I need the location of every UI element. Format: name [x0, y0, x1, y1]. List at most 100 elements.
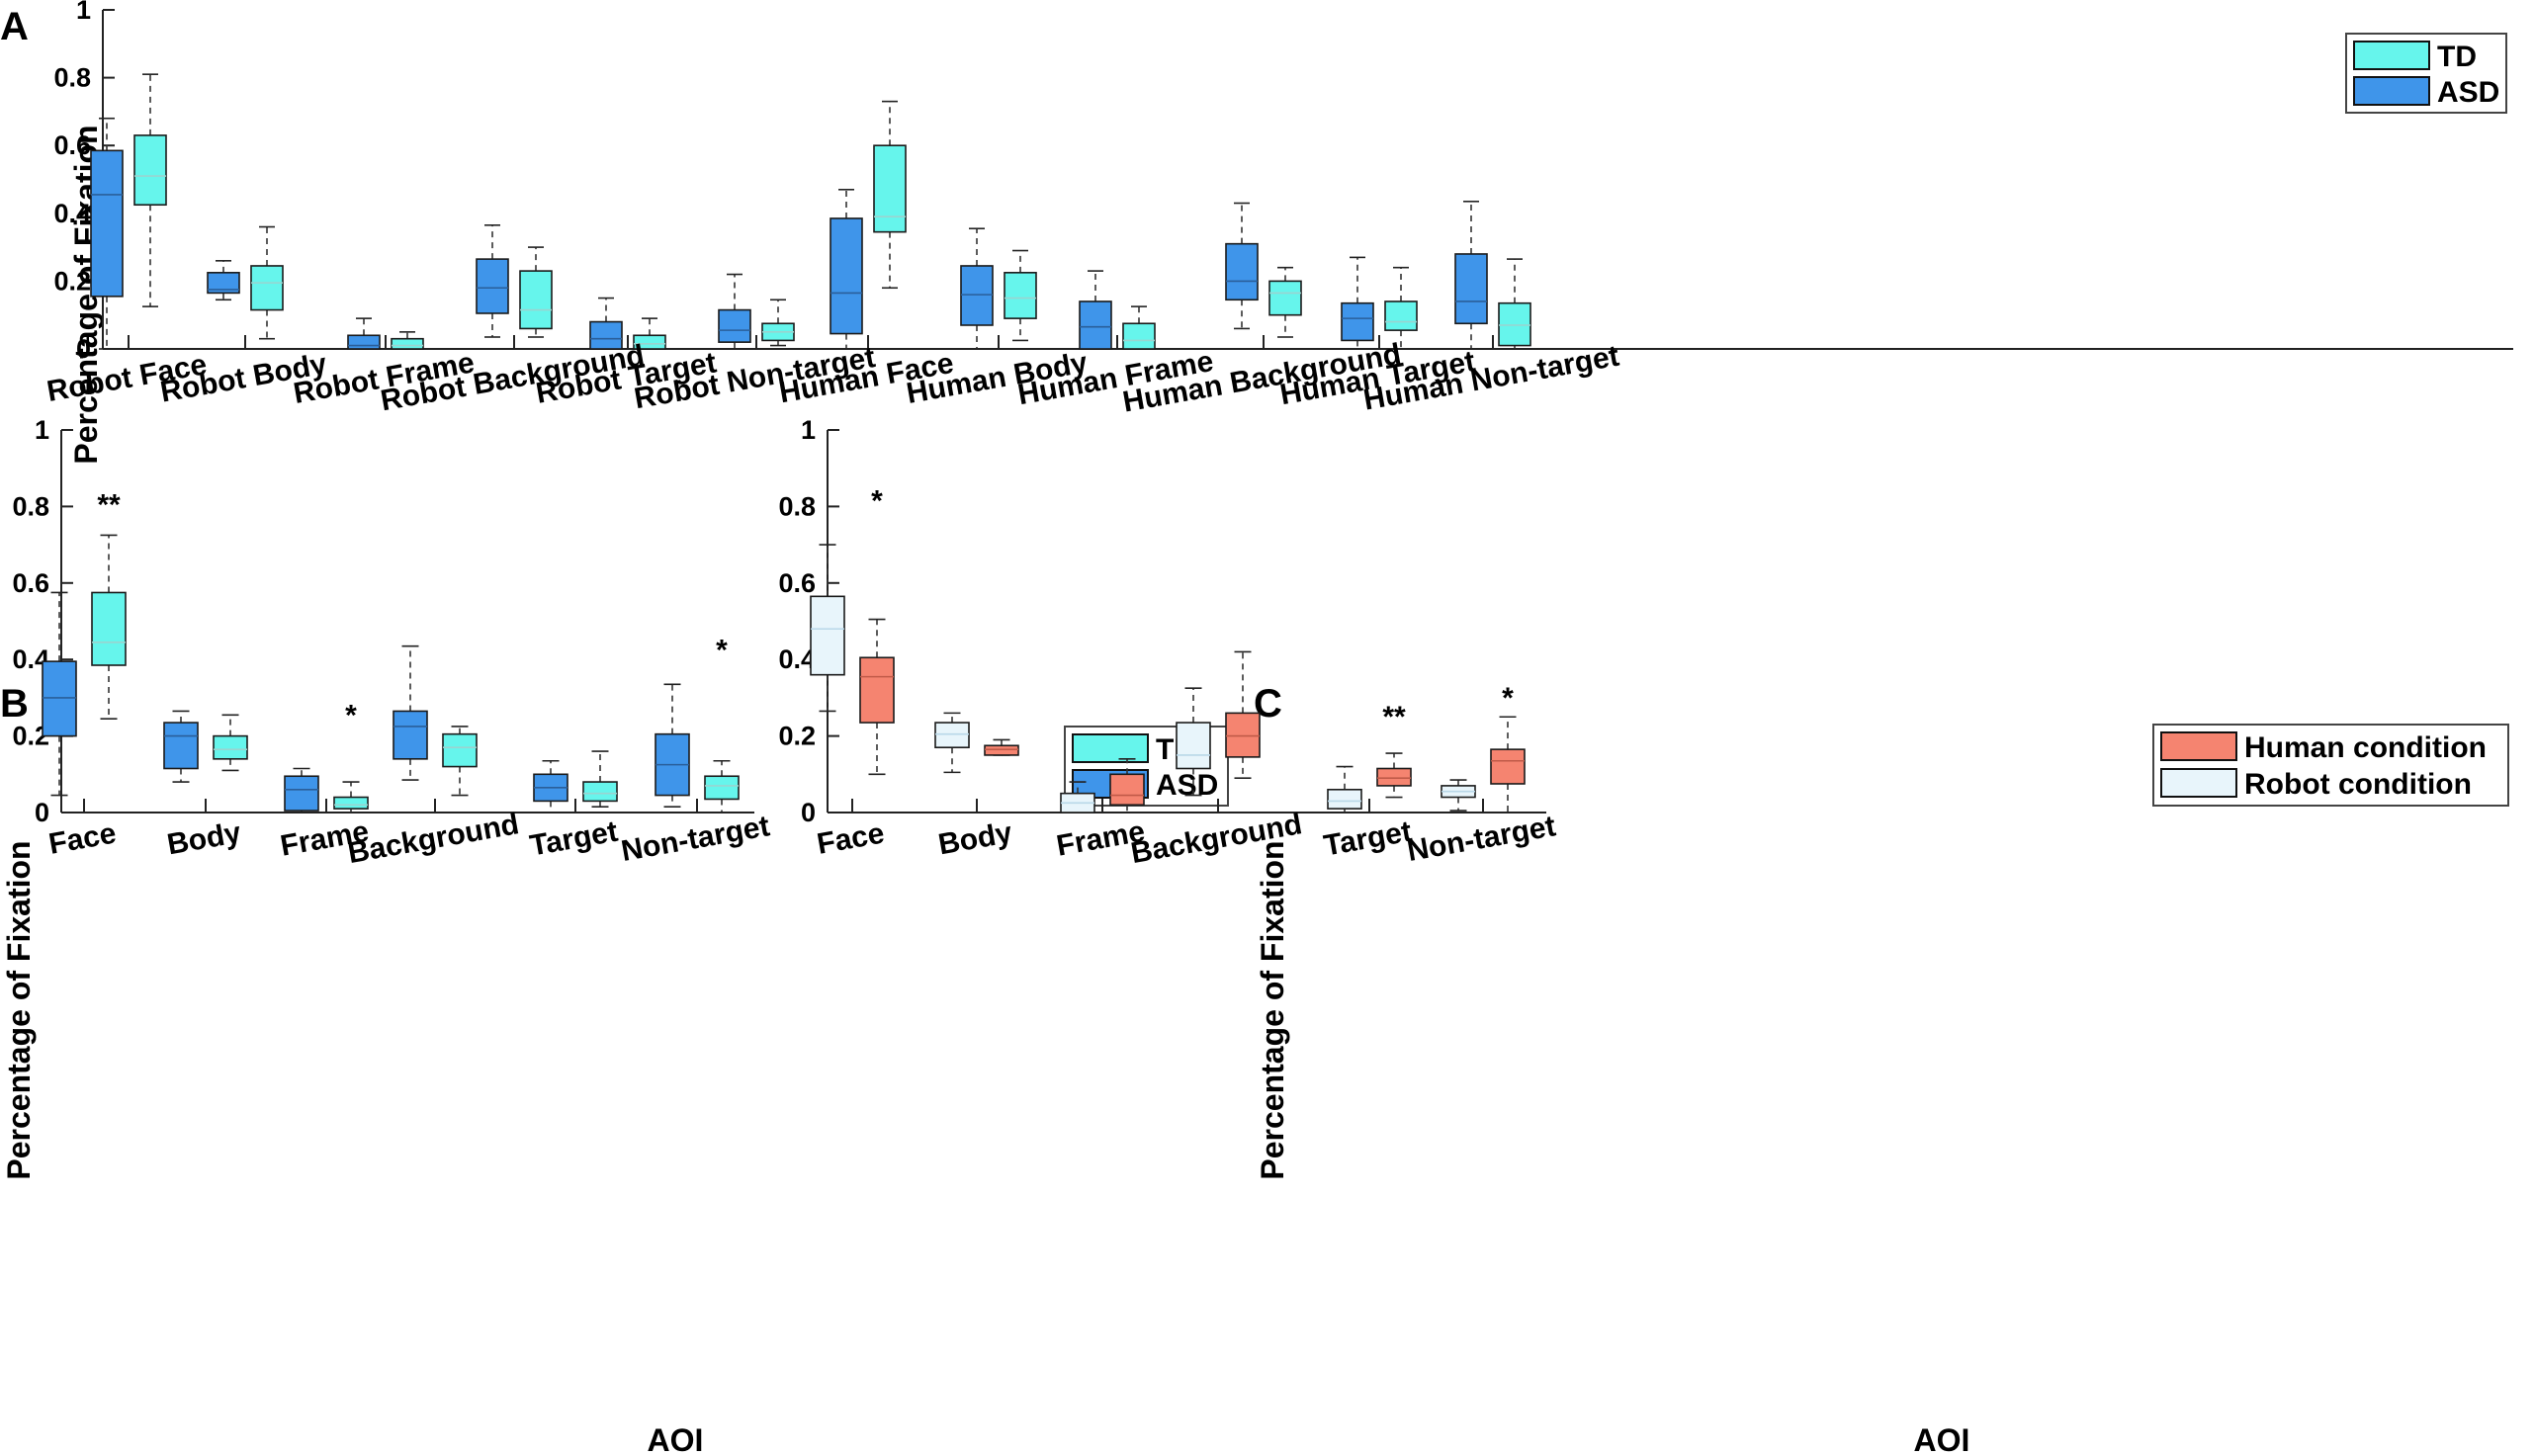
box-td — [391, 331, 424, 350]
box-robot-condition — [1060, 781, 1095, 814]
y-tick-label-a: 0.4 — [53, 199, 91, 228]
box-iqr — [442, 732, 478, 768]
box-iqr — [1268, 280, 1302, 316]
box-robot-condition — [1441, 779, 1476, 812]
box-td — [250, 225, 284, 340]
box-asd — [1341, 256, 1374, 350]
box-asd — [1225, 202, 1259, 330]
box-asd — [830, 188, 863, 350]
box-asd — [347, 317, 381, 350]
box-iqr — [133, 134, 167, 207]
box-iqr — [1498, 301, 1531, 347]
box-asd — [284, 767, 319, 814]
box-iqr — [90, 149, 124, 298]
category-label: Body — [936, 816, 1015, 862]
box-iqr — [476, 258, 509, 314]
category-label: Target — [1321, 815, 1414, 863]
panel-b: B Percentage of Fixation AOI 0 0.2 0.4 0.6 0… — [0, 415, 1229, 1456]
box-iqr — [163, 722, 199, 770]
box-asd — [207, 260, 240, 301]
box-td — [333, 781, 369, 814]
significance-marker: * — [716, 634, 728, 666]
box-human-condition — [1109, 758, 1145, 814]
box-iqr — [582, 781, 618, 803]
box-iqr — [1454, 253, 1488, 325]
legend-swatch-human-c — [2160, 731, 2237, 761]
box-iqr — [91, 591, 127, 666]
box-asd — [589, 297, 623, 350]
box-iqr — [859, 656, 895, 724]
legend-label-td-a: TD — [2437, 41, 2477, 73]
panel-c: C Percentage of Fixation AOI 00.20.40.60… — [778, 415, 2509, 1456]
box-td — [582, 750, 618, 808]
box-iqr — [1079, 300, 1112, 350]
box-asd — [42, 591, 77, 797]
box-iqr — [810, 595, 845, 676]
box-td — [442, 726, 478, 797]
legend-label-asd-a: ASD — [2437, 76, 2499, 109]
box-iqr — [984, 744, 1019, 756]
box-iqr — [1122, 322, 1156, 350]
legend-label-human-c: Human condition — [2244, 731, 2487, 764]
panel-letter-a: A — [0, 5, 29, 48]
box-iqr — [1176, 722, 1211, 770]
box-iqr — [207, 272, 240, 295]
box-robot-condition — [934, 712, 970, 774]
category-label: Face — [815, 816, 887, 860]
y-tick-label-b: 0.6 — [12, 568, 49, 598]
box-iqr — [333, 796, 369, 810]
box-iqr — [1341, 301, 1374, 342]
legend-swatch-td-b — [1072, 733, 1149, 763]
panel-a: A Percentage of Fixation 00.20.40.60.81 … — [0, 0, 2513, 465]
category-label: Background — [345, 808, 521, 870]
panel-letter-b: B — [0, 682, 29, 726]
box-asd — [533, 759, 568, 814]
box-asd — [655, 683, 690, 808]
box-td — [1122, 305, 1156, 350]
box-iqr — [347, 334, 381, 350]
box-iqr — [1004, 272, 1037, 319]
y-tick-label-c: 0.2 — [778, 722, 816, 751]
box-td — [1498, 258, 1531, 350]
category-label: Non-target — [1405, 810, 1558, 868]
y-tick-label-a: 1 — [76, 0, 91, 25]
box-iqr — [393, 710, 428, 760]
box-human-condition — [1376, 752, 1412, 799]
box-asd — [90, 117, 124, 350]
box-td — [1004, 249, 1037, 342]
box-asd — [1454, 200, 1488, 350]
legend-swatch-td-a — [2353, 41, 2430, 70]
box-human-condition — [984, 738, 1019, 756]
y-tick-label-b: 0 — [35, 798, 49, 827]
box-human-condition — [1490, 716, 1526, 814]
category-label: Target — [527, 815, 620, 863]
box-iqr — [284, 775, 319, 812]
category-label: Non-target — [619, 810, 772, 868]
box-iqr — [519, 270, 553, 330]
box-td — [133, 73, 167, 307]
box-human-condition — [1225, 650, 1261, 779]
box-iqr — [1109, 773, 1145, 807]
box-iqr — [704, 775, 740, 801]
box-iqr — [873, 144, 907, 233]
y-tick-label-c: 1 — [801, 415, 816, 445]
box-iqr — [934, 722, 970, 749]
legend-swatch-asd-a — [2353, 76, 2430, 106]
significance-marker: * — [345, 699, 357, 731]
category-label: Face — [46, 816, 119, 860]
y-tick-label-a: 0.2 — [53, 266, 91, 296]
y-tick-label-c: 0.4 — [778, 644, 816, 674]
box-robot-condition — [1327, 765, 1362, 814]
box-asd — [960, 227, 994, 350]
box-asd — [476, 224, 509, 338]
box-asd — [163, 710, 199, 783]
box-td — [519, 246, 553, 338]
box-td — [213, 714, 248, 772]
legend-label-asd-b: ASD — [1156, 769, 1218, 802]
box-iqr — [960, 265, 994, 326]
y-tick-label-b: 1 — [35, 415, 49, 445]
box-td — [761, 299, 795, 347]
box-asd — [718, 273, 751, 350]
box-iqr — [718, 308, 751, 343]
